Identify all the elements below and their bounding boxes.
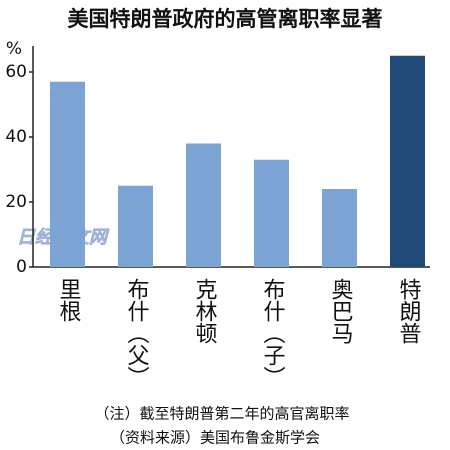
bar xyxy=(50,81,85,267)
chart-title: 美国特朗普政府的高管离职率显著 xyxy=(68,7,383,31)
x-tick-label: 里根 xyxy=(56,278,82,322)
x-tick-label: 奥巴马 xyxy=(328,278,354,344)
bar xyxy=(118,185,153,267)
bar xyxy=(254,159,289,267)
bar xyxy=(322,189,357,267)
source-note: （资料来源）美国布鲁金斯学会 xyxy=(110,429,320,447)
x-tick-label: 克林顿 xyxy=(192,278,218,344)
x-tick-label: 特朗普 xyxy=(396,278,422,344)
y-tick-label: 20 xyxy=(5,192,27,212)
bar xyxy=(186,143,221,267)
bar xyxy=(390,55,425,267)
y-tick-label: 0 xyxy=(16,257,27,277)
y-tick-label: 40 xyxy=(5,127,27,147)
y-tick-label: 60 xyxy=(5,62,27,82)
x-tick-label: 布什（父） xyxy=(124,278,150,388)
y-unit: % xyxy=(6,39,22,59)
x-tick-label: 布什（子） xyxy=(260,278,286,388)
note: （注）截至特朗普第二年的高官离职率 xyxy=(94,405,349,423)
